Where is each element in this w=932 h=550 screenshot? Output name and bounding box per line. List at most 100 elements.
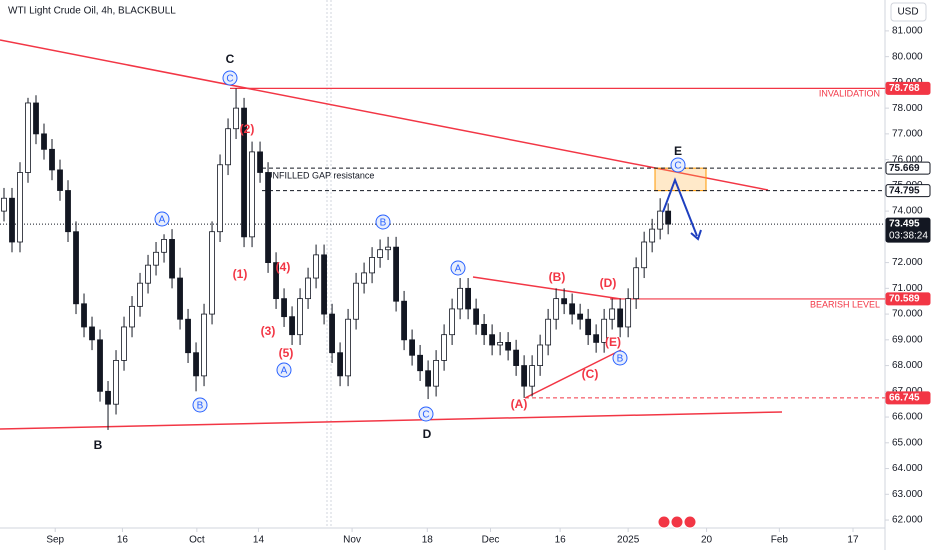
wave-circle bbox=[222, 70, 238, 86]
price-badge bbox=[885, 81, 931, 95]
candle-body bbox=[49, 148, 55, 171]
y-tick-label: 65.000 bbox=[892, 437, 923, 448]
currency-box[interactable] bbox=[890, 2, 927, 22]
candle-body bbox=[617, 308, 624, 328]
x-tick-label: 14 bbox=[253, 535, 265, 546]
x-tick-label: 16 bbox=[117, 535, 129, 546]
candle-body bbox=[57, 169, 63, 191]
candle-body bbox=[641, 241, 648, 269]
candle-body bbox=[265, 172, 271, 263]
wave-label: A bbox=[455, 264, 462, 275]
candle-body bbox=[393, 246, 399, 302]
candle-body bbox=[441, 334, 448, 361]
candle-body bbox=[321, 254, 327, 315]
candle-body bbox=[449, 308, 456, 336]
candle-body bbox=[465, 287, 472, 310]
wave-label: C bbox=[226, 74, 233, 85]
wave-label: A bbox=[281, 366, 288, 377]
price-badge-label: 73.495 bbox=[889, 219, 920, 230]
candle-body bbox=[313, 254, 319, 279]
candle-body bbox=[585, 318, 592, 336]
wave-label: (2) bbox=[240, 122, 255, 136]
candle-body bbox=[513, 349, 520, 366]
countdown: 03:38:24 bbox=[889, 231, 928, 242]
y-tick-label: 78.000 bbox=[892, 103, 923, 114]
wave-label: (B) bbox=[549, 270, 566, 284]
y-tick-label: 71.000 bbox=[892, 283, 923, 294]
candle-body bbox=[209, 231, 215, 315]
drawings bbox=[0, 39, 783, 430]
candle-body bbox=[505, 342, 512, 351]
wave-label: (E) bbox=[605, 335, 621, 349]
x-tick-label: 16 bbox=[555, 535, 567, 546]
wave-circle bbox=[450, 260, 466, 276]
candle-body bbox=[81, 303, 87, 328]
wave-label: B bbox=[94, 438, 103, 452]
candle-body bbox=[625, 298, 632, 328]
wave-label: (A) bbox=[511, 397, 528, 411]
candle-body bbox=[473, 308, 480, 325]
wave-label: (5) bbox=[279, 346, 294, 360]
level-note: BEARISH LEVEL bbox=[810, 299, 880, 309]
wave-circle bbox=[192, 397, 208, 413]
candle-body bbox=[609, 308, 616, 320]
candle-body bbox=[305, 277, 311, 300]
x-tick-label: 17 bbox=[847, 535, 859, 546]
candle-body bbox=[457, 287, 464, 310]
x-tick-label: 18 bbox=[422, 535, 434, 546]
candle-body bbox=[481, 323, 488, 336]
y-tick-label: 70.000 bbox=[892, 309, 923, 320]
wave-circle bbox=[276, 362, 292, 378]
projection-arrow bbox=[690, 229, 702, 241]
candle-body bbox=[249, 151, 255, 238]
candle-body bbox=[129, 305, 135, 328]
candle-body bbox=[649, 228, 656, 243]
candle-body bbox=[105, 390, 111, 405]
candle-body bbox=[73, 231, 79, 305]
candle-body bbox=[329, 313, 335, 354]
candle-body bbox=[345, 318, 351, 377]
candle-body bbox=[121, 326, 127, 361]
upper-trendline bbox=[0, 39, 769, 191]
y-tick-label: 81.000 bbox=[892, 26, 923, 37]
candle-body bbox=[593, 334, 600, 343]
wave-label: E bbox=[674, 144, 682, 158]
candle-body bbox=[433, 360, 439, 387]
candle-body bbox=[9, 197, 15, 243]
price-badge bbox=[885, 391, 931, 405]
wave-label: C bbox=[226, 52, 235, 66]
x-tick-label: Feb bbox=[771, 535, 789, 546]
candle-body bbox=[233, 107, 239, 130]
event-flag bbox=[683, 515, 697, 529]
candle-body bbox=[137, 282, 143, 307]
y-tick-label: 77.000 bbox=[892, 129, 923, 140]
x-tick-label: Oct bbox=[189, 535, 205, 546]
price-badge-label: 75.669 bbox=[889, 163, 920, 174]
candle-body bbox=[385, 246, 391, 251]
wave-circle bbox=[375, 214, 391, 230]
candle-body bbox=[297, 298, 303, 336]
candle-body bbox=[497, 342, 504, 346]
candle-body bbox=[417, 354, 423, 372]
candle-body bbox=[521, 365, 528, 387]
candle-body bbox=[113, 360, 119, 405]
projection-path bbox=[662, 177, 698, 237]
candle-body bbox=[241, 107, 247, 238]
candle-body bbox=[601, 318, 608, 343]
x-tick-label: Sep bbox=[46, 535, 64, 546]
level-note: INVALIDATION bbox=[819, 89, 880, 99]
wave-circle bbox=[154, 211, 170, 227]
x-tick-label: 20 bbox=[701, 535, 713, 546]
candle-body bbox=[577, 313, 584, 320]
symbol-title: WTI Light Crude Oil, 4h, BLACKBULL bbox=[8, 6, 176, 17]
wave-circle bbox=[670, 157, 686, 173]
candle-body bbox=[161, 239, 167, 253]
wave-label: (D) bbox=[600, 276, 617, 290]
y-tick-label: 63.000 bbox=[892, 489, 923, 500]
candle-body bbox=[41, 133, 47, 150]
candle-body bbox=[257, 151, 263, 173]
x-tick-label: 2025 bbox=[617, 535, 640, 546]
candle-body bbox=[361, 272, 367, 284]
